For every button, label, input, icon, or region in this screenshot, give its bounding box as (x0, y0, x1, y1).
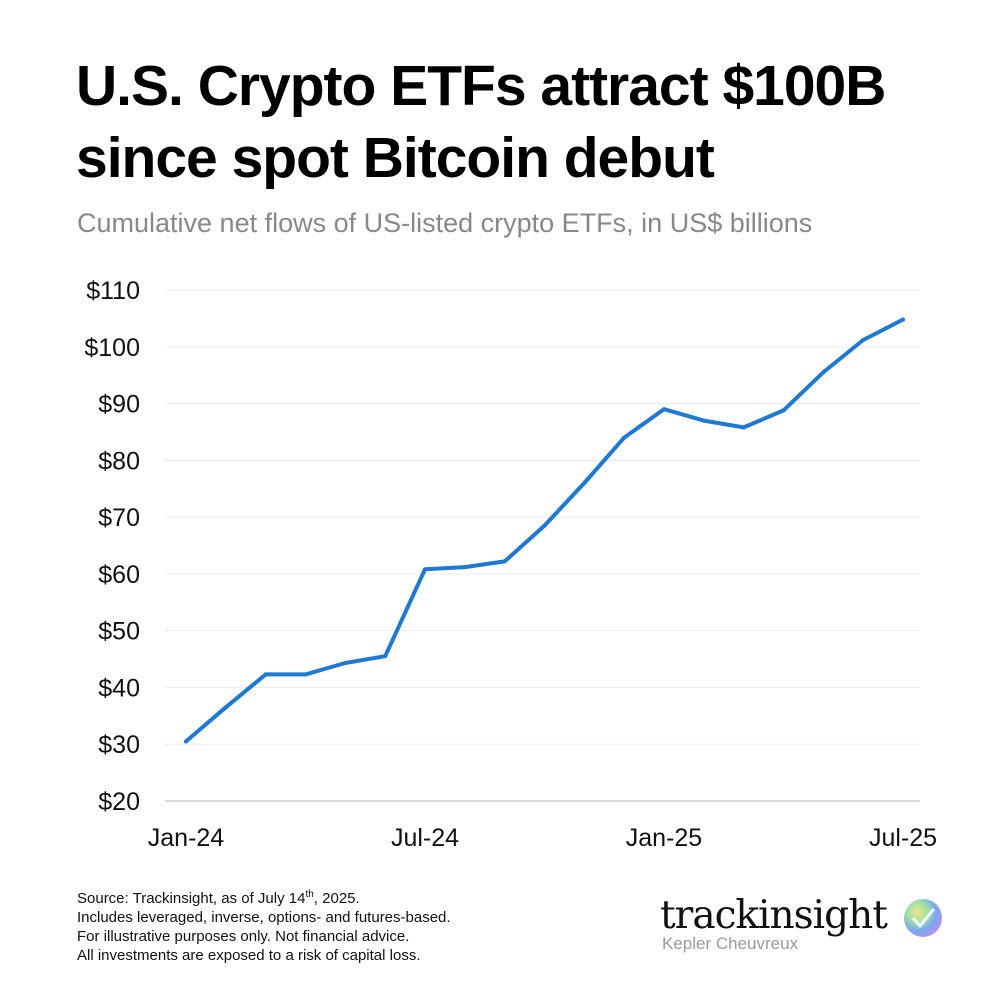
data-point (741, 425, 746, 430)
data-point (821, 370, 826, 375)
data-point (223, 705, 228, 710)
y-tick-label: $80 (98, 447, 140, 475)
y-tick-label: $30 (98, 731, 140, 759)
data-point (662, 407, 666, 412)
footnotes: Source: Trackinsight, as of July 14th, 2… (77, 885, 597, 965)
data-point (781, 408, 786, 413)
chart-title-line-1: U.S. Crypto ETFs attract $100B (76, 54, 886, 118)
chart-title: U.S. Crypto ETFs attract $100B since spo… (76, 50, 976, 194)
data-point (184, 739, 188, 744)
data-point (502, 559, 507, 564)
brand-logo-block: trackinsight Kepler Cheuvreux (660, 892, 960, 962)
source-note: Source: Trackinsight, as of July 14th, 2… (77, 885, 597, 908)
chart-subtitle: Cumulative net flows of US-listed crypto… (77, 208, 813, 238)
data-point (343, 661, 348, 666)
data-point (303, 672, 308, 677)
disclaimer-line-risk: All investments are exposed to a risk of… (77, 947, 421, 964)
y-tick-label: $40 (98, 674, 140, 702)
x-tick-label: Jul-25 (869, 824, 937, 852)
disclaimer-line-illustrative: For illustrative purposes only. Not fina… (77, 928, 410, 945)
y-tick-label: $100 (84, 334, 140, 362)
x-axis-tick-labels: Jan-24 Jul-24 Jan-25 Jul-25 (148, 824, 937, 852)
x-tick-label: Jan-24 (148, 824, 225, 852)
series-line (184, 317, 905, 744)
data-point (701, 418, 706, 423)
data-point (901, 317, 905, 322)
y-tick-label: $110 (86, 277, 140, 305)
source-note-superscript: th (305, 889, 314, 900)
brand-name: trackinsight (660, 893, 888, 938)
y-tick-label: $60 (98, 561, 140, 589)
y-axis-tick-labels: $20 $30 $40 $50 $60 $70 $80 $90 $100 $110 (84, 277, 140, 816)
x-tick-label: Jan-25 (626, 824, 702, 852)
brand-subtitle: Kepler Cheuvreux (662, 934, 799, 953)
y-tick-label: $90 (98, 391, 140, 419)
source-note-text: Source: Trackinsight, as of July 14 (77, 890, 306, 907)
data-point (542, 523, 547, 528)
data-point (423, 567, 427, 572)
y-tick-label: $70 (98, 504, 140, 532)
x-tick-label: Jul-24 (391, 824, 459, 852)
series-layer (184, 317, 905, 744)
data-point (383, 654, 388, 659)
disclaimer-line-products: Includes leveraged, inverse, options- an… (77, 909, 451, 926)
chart-title-line-2: since spot Bitcoin debut (76, 126, 715, 190)
data-point (861, 337, 866, 342)
source-note-year: , 2025. (313, 890, 360, 907)
y-tick-label: $20 (98, 788, 140, 816)
grid-lines (165, 289, 920, 802)
data-point (263, 672, 268, 677)
gradient-orb-check-icon (904, 899, 942, 937)
y-tick-label: $50 (98, 618, 140, 646)
data-point (582, 481, 587, 486)
data-point (462, 565, 467, 570)
data-point (622, 435, 627, 440)
